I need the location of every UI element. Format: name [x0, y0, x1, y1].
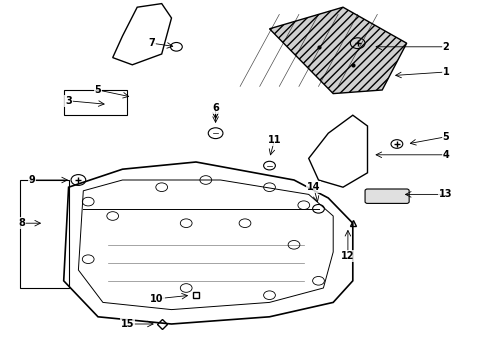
Text: 15: 15: [121, 319, 134, 329]
Text: 5: 5: [442, 132, 449, 142]
Text: 3: 3: [65, 96, 72, 106]
Text: 10: 10: [150, 294, 164, 304]
Text: 14: 14: [307, 182, 320, 192]
Text: 13: 13: [439, 189, 453, 199]
Text: 11: 11: [268, 135, 281, 145]
Text: 4: 4: [442, 150, 449, 160]
Text: 5: 5: [95, 85, 101, 95]
Text: 2: 2: [442, 42, 449, 52]
Text: 8: 8: [19, 218, 25, 228]
Polygon shape: [270, 7, 407, 94]
FancyBboxPatch shape: [365, 189, 409, 203]
Text: 7: 7: [148, 38, 155, 48]
Text: 12: 12: [341, 251, 355, 261]
Text: 1: 1: [442, 67, 449, 77]
Text: 6: 6: [212, 103, 219, 113]
Text: 9: 9: [28, 175, 35, 185]
